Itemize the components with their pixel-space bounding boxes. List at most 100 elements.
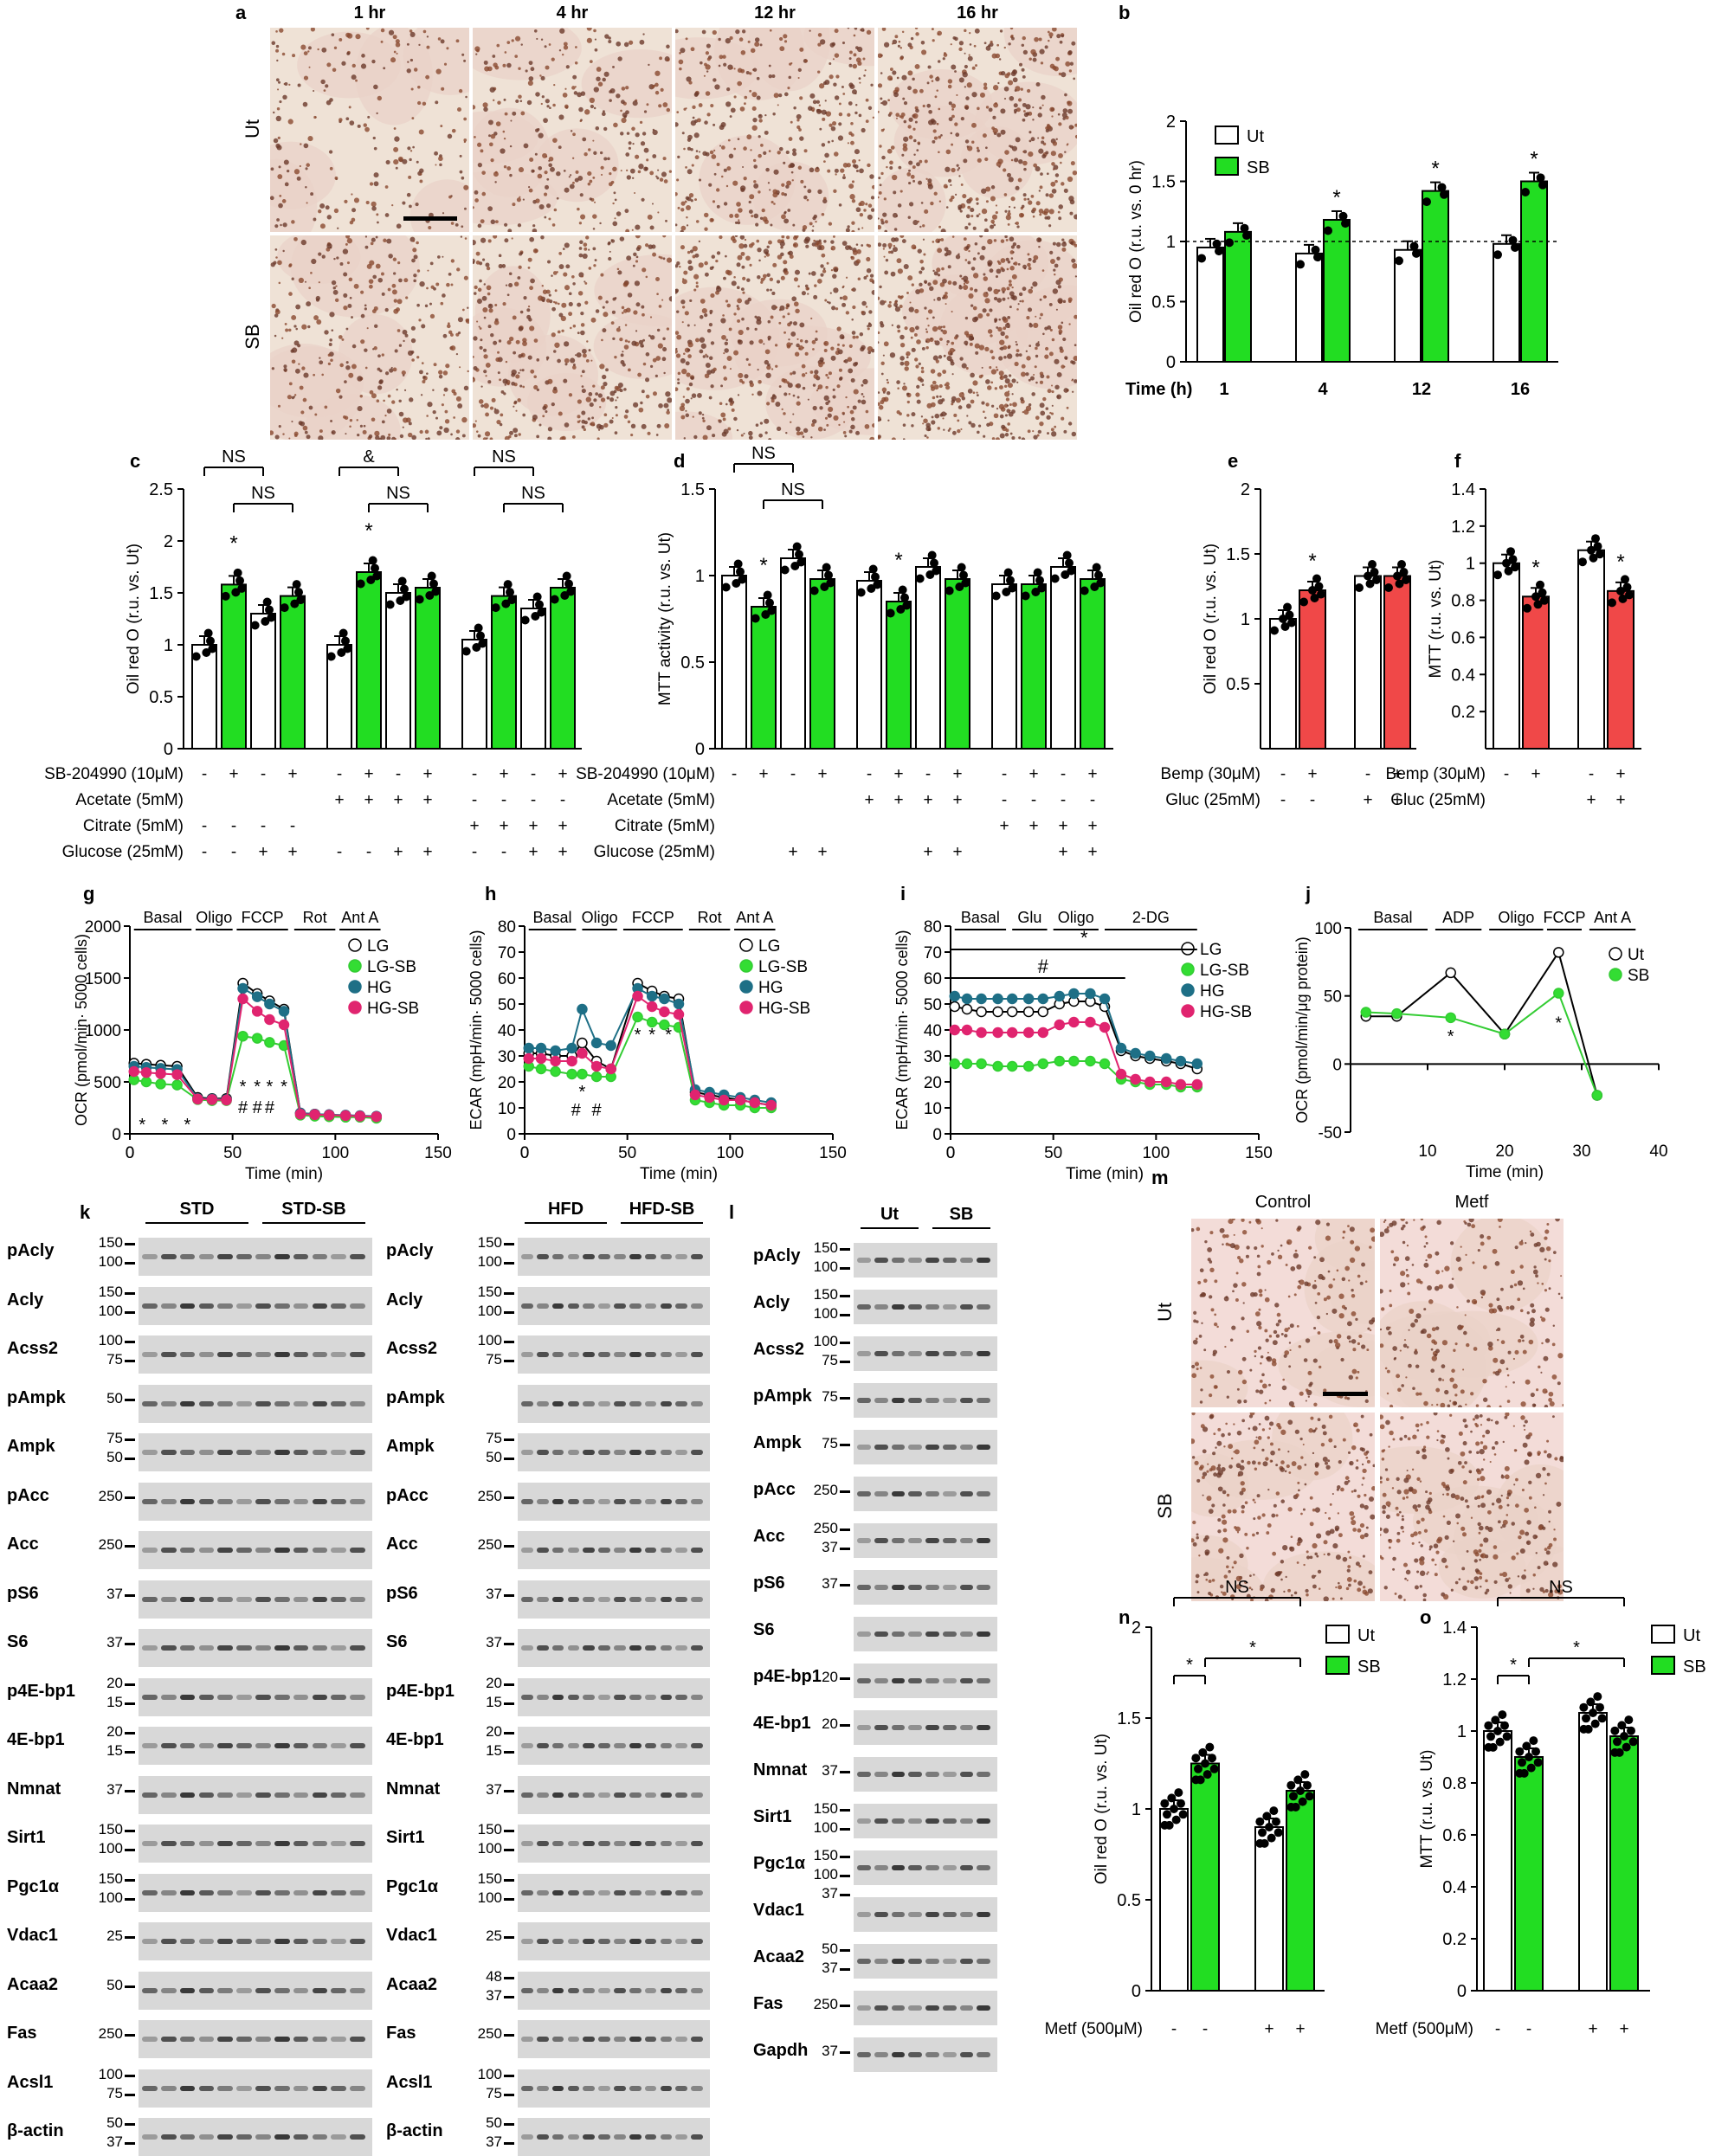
data-point — [810, 587, 819, 595]
condition-mark: - — [366, 843, 371, 861]
data-point — [957, 563, 966, 572]
bar — [416, 588, 440, 749]
data-point — [429, 580, 438, 589]
data-point — [930, 559, 938, 568]
condition-mark: + — [393, 791, 403, 809]
condition-mark: + — [558, 765, 567, 783]
data-point — [261, 617, 269, 626]
data-point — [1509, 236, 1518, 245]
x-tick-label: 16 — [1511, 380, 1530, 399]
bracket-label: & — [363, 447, 375, 467]
data-point — [533, 593, 542, 602]
bar — [1080, 579, 1105, 749]
condition-mark: - — [231, 843, 236, 861]
data-point — [1093, 563, 1101, 572]
condition-mark: - — [531, 765, 536, 783]
condition-mark: + — [528, 817, 538, 835]
data-point — [1521, 188, 1530, 196]
data-point — [293, 580, 301, 589]
condition-mark: - — [501, 843, 506, 861]
data-point — [1006, 576, 1015, 585]
legend-label: Ut — [1247, 127, 1264, 146]
data-point — [290, 600, 299, 608]
y-tick-label: 1.5 — [1151, 173, 1176, 192]
data-point — [327, 653, 336, 661]
y-axis-label: Oil red O (r.u. vs. 0 hr) — [1127, 160, 1145, 323]
bracket-label: NS — [222, 447, 246, 467]
bar — [251, 614, 275, 749]
data-point — [294, 588, 303, 596]
y-tick-label: 0 — [695, 740, 705, 759]
data-point — [472, 643, 480, 652]
significance-star: * — [364, 519, 372, 543]
condition-mark: + — [287, 843, 297, 861]
data-point — [371, 564, 379, 573]
y-tick-label: 2 — [164, 532, 173, 551]
bar — [492, 596, 516, 749]
data-point — [251, 621, 260, 630]
data-point — [560, 591, 569, 600]
y-tick-label: 1 — [695, 567, 705, 586]
data-point — [400, 585, 409, 594]
y-tick-label: 2.5 — [149, 480, 173, 499]
data-point — [1296, 260, 1305, 268]
x-tick-label: 12 — [1412, 380, 1431, 399]
bar — [1296, 254, 1322, 362]
y-tick-label: 1.5 — [680, 480, 705, 499]
data-point — [916, 575, 925, 583]
data-point — [1022, 592, 1030, 601]
data-point — [280, 603, 289, 612]
data-point — [1324, 226, 1332, 235]
y-tick-label: 0.5 — [149, 688, 173, 707]
condition-mark: - — [472, 791, 477, 809]
data-point — [992, 592, 1001, 601]
data-point — [492, 603, 500, 612]
data-point — [341, 637, 350, 646]
significance-star: * — [759, 554, 767, 577]
bar — [887, 602, 911, 749]
bar — [1395, 250, 1421, 362]
bar — [1493, 244, 1519, 362]
condition-mark: - — [290, 817, 295, 835]
data-point — [764, 591, 772, 600]
data-point — [263, 598, 272, 607]
data-point — [732, 579, 740, 588]
data-point — [761, 610, 770, 619]
data-point — [945, 587, 954, 595]
data-point — [781, 566, 790, 575]
data-point — [1065, 559, 1074, 568]
data-point — [369, 557, 377, 565]
bar — [1225, 232, 1251, 362]
data-point — [1004, 569, 1013, 577]
condition-mark: - — [501, 791, 506, 809]
data-point — [790, 562, 799, 570]
condition-mark: + — [499, 765, 508, 783]
condition-mark: - — [261, 765, 266, 783]
bar — [357, 572, 381, 749]
bar — [916, 567, 940, 749]
data-point — [899, 586, 907, 595]
condition-mark: + — [422, 843, 432, 861]
data-point — [857, 589, 866, 597]
condition-mark: + — [229, 765, 238, 783]
condition-mark: - — [472, 843, 477, 861]
data-point — [928, 551, 937, 560]
data-point — [1197, 254, 1206, 262]
y-tick-label: 0.5 — [680, 653, 705, 673]
x-tick-label: 1 — [1219, 380, 1228, 399]
condition-mark: + — [334, 791, 344, 809]
bar — [751, 607, 776, 749]
bar — [945, 579, 970, 749]
data-point — [222, 592, 230, 601]
data-point — [765, 599, 774, 608]
condition-mark: - — [560, 791, 565, 809]
data-point — [1090, 582, 1099, 591]
condition-mark: - — [396, 765, 401, 783]
bar — [1197, 248, 1223, 362]
data-point — [736, 568, 745, 576]
data-point — [551, 595, 559, 604]
data-point — [535, 601, 544, 609]
data-point — [462, 647, 471, 656]
data-point — [428, 572, 436, 581]
data-point — [504, 580, 513, 589]
